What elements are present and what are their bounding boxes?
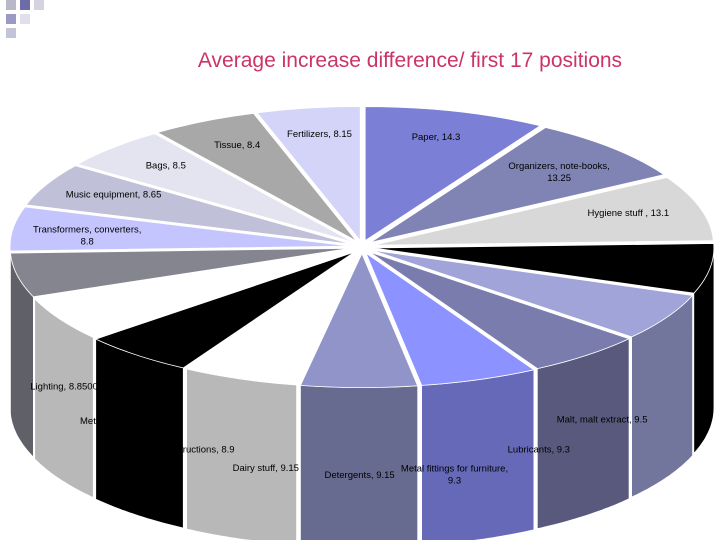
pie-slice-15	[156, 112, 357, 242]
pie-label-layer: Paper, 14.3 Organizers, note-books, 13.25 H…	[30, 129, 689, 487]
pie-slice-10	[33, 250, 352, 338]
pie-slice-label-13: Music equipment, 8.65	[66, 190, 162, 201]
pie-slice-4	[372, 249, 694, 338]
pie-slice-label-6: Metal fittings for furniture, 9.3	[401, 464, 508, 487]
pie-slice-0	[364, 106, 542, 242]
pie-slice-label-line: Organizers, note-books,	[508, 161, 609, 172]
pie-slice-1	[370, 127, 665, 243]
pie-slice-12	[9, 206, 351, 252]
pie-side-7	[300, 385, 418, 540]
pie-slice-label-4: Malt, malt extract, 9.5	[557, 415, 648, 426]
pie-slice-label-line: 9.3	[448, 476, 461, 487]
chart-title: Average increase difference/ first 17 po…	[197, 49, 623, 72]
pie-slice-label-15: Tissue, 8.4	[214, 140, 260, 151]
pie-slice-label-10: Metal containers, 8.9	[80, 416, 168, 427]
pie-slice-label-line: 13.25	[547, 173, 571, 184]
pie-top-layer	[9, 106, 715, 389]
pie-slice-13	[25, 165, 352, 245]
pie-slice-label-12: Transformers, converters, 8.8	[33, 225, 141, 248]
pie-slice-label-line: Lubricants, 9.3	[508, 445, 570, 456]
pie-slice-3	[373, 243, 715, 294]
pie-slice-label-line: Detergents, 9.15	[324, 470, 394, 481]
pie-side-9	[95, 338, 184, 529]
pie-slice-label-5: Lubricants, 9.3	[508, 445, 570, 456]
pie-slice-label-9: Metal constructions, 8.9	[134, 444, 234, 455]
pie-slice-9	[94, 251, 355, 369]
pie-slice-7	[299, 252, 419, 389]
pie-slice-label-line: Lighting, 8.85000000000001	[30, 381, 150, 392]
pie-slice-label-7: Detergents, 9.15	[324, 470, 394, 481]
pie-slice-label-line: Metal constructions, 8.9	[134, 444, 234, 455]
pie-slice-label-line: Paper, 14.3	[412, 132, 461, 143]
pie-slice-label-0: Paper, 14.3	[412, 132, 461, 143]
pie-slice-11	[10, 247, 351, 298]
pie-slice-2	[373, 177, 714, 246]
pie-slice-label-line: Music equipment, 8.65	[66, 190, 162, 201]
pie-slice-label-line: Metric and measurement	[583, 256, 688, 267]
pie-slice-label-line: Transformers, converters,	[33, 225, 141, 236]
pie-slice-label-2: Hygiene stuff , 13.1	[587, 208, 669, 219]
pie-slice-label-line: Malt, malt extract, 9.5	[557, 415, 648, 426]
pie-slice-label-line: Tissue, 8.4	[214, 140, 260, 151]
pie-slice-5	[369, 251, 631, 370]
pie-slice-label-1: Organizers, note-books, 13.25	[508, 161, 609, 184]
pie-side-layer	[9, 246, 715, 540]
pie-slice-14	[76, 133, 354, 243]
pie-slice-label-line: Bags, 8.5	[146, 161, 186, 172]
pie-slice-label-line: Metal containers, 8.9	[80, 416, 168, 427]
pie-slice-label-line: Fertilizers, 8.15	[287, 129, 352, 140]
pie-slice-label-line: Hygiene stuff , 13.1	[587, 208, 669, 219]
pie-slice-label-3: Metric and measurement equipment, 10	[583, 256, 688, 279]
pie-slice-label-line: equipment, 10	[606, 268, 666, 279]
pie-slice-label-line: Metal fittings for furniture,	[401, 464, 508, 475]
pie-slice-label-14: Bags, 8.5	[146, 161, 186, 172]
pie-slice-label-line: 8.8	[81, 237, 94, 248]
pie-slice-label-11: Lighting, 8.85000000000001	[30, 381, 150, 392]
pie-slice-label-line: Dairy stuff, 9.15	[233, 463, 299, 474]
pie-slice-label-16: Fertilizers, 8.15	[287, 129, 352, 140]
slide-bullet-icon	[6, 0, 44, 38]
pie-slice-label-8: Dairy stuff, 9.15	[233, 463, 299, 474]
pie-slice-8	[185, 252, 359, 386]
pie-slice-16	[256, 106, 361, 242]
pie-side-5	[537, 338, 630, 529]
pie-slice-6	[365, 252, 535, 386]
